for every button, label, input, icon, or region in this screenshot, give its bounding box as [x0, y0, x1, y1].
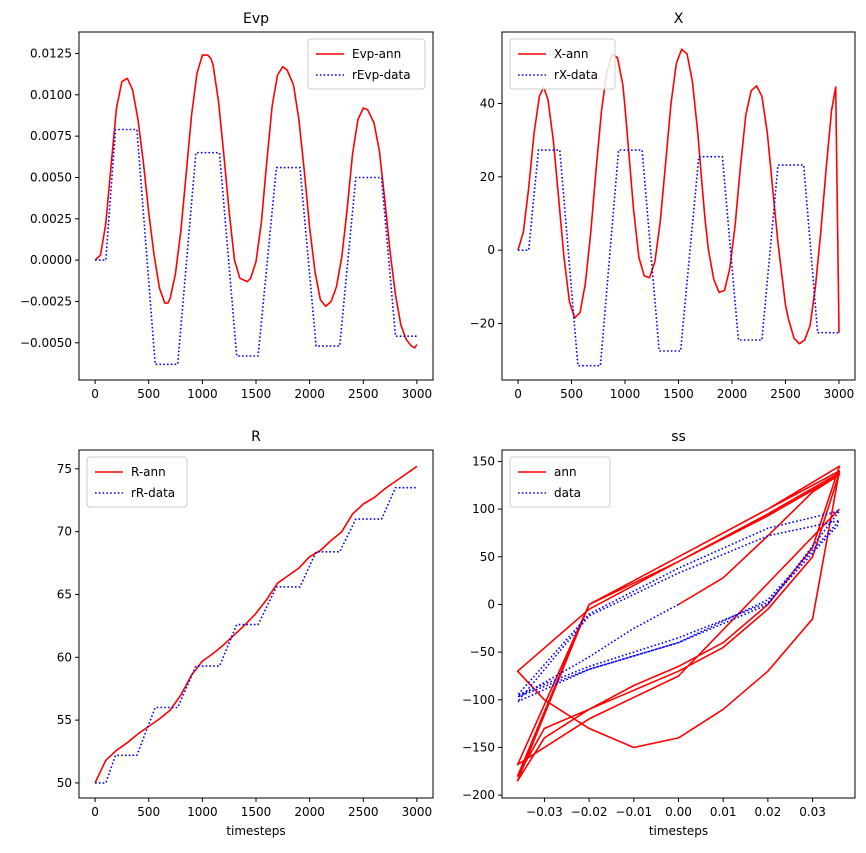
y-tick-label: −150 — [462, 740, 495, 754]
x-tick-label: 2500 — [770, 387, 801, 401]
legend-label: data — [554, 486, 581, 500]
x-tick-label: 2000 — [294, 387, 325, 401]
y-tick-label: 50 — [57, 776, 72, 790]
x-tick-label: −0.01 — [615, 805, 652, 819]
x-tick-label: 2000 — [294, 805, 325, 819]
x-tick-label: 500 — [137, 805, 160, 819]
y-tick-label: 0.0025 — [30, 212, 72, 226]
y-tick-label: 0 — [487, 597, 495, 611]
y-tick-label: 40 — [480, 97, 495, 111]
legend-label: ann — [554, 465, 577, 479]
y-tick-label: 20 — [480, 170, 495, 184]
legend-label: rR-data — [131, 486, 175, 500]
x-tick-label: 2500 — [348, 805, 379, 819]
y-tick-label: 0 — [487, 243, 495, 257]
legend-label: X-ann — [554, 47, 589, 61]
x-tick-label: 1500 — [241, 805, 272, 819]
x-tick-label: −0.02 — [571, 805, 608, 819]
series-line-rX-data — [518, 149, 839, 367]
x-tick-label: 3000 — [402, 805, 433, 819]
y-tick-label: −50 — [470, 645, 495, 659]
chart-panel-1: X 0 500 1000 1500 2000 2500 3000 −20 0 20 40 X-ann rX… — [470, 11, 856, 401]
x-tick-label: 0.02 — [755, 805, 782, 819]
y-tick-label: −0.0025 — [20, 294, 72, 308]
x-tick-label: 0 — [514, 387, 522, 401]
x-tick-label: 3000 — [402, 387, 433, 401]
legend: X-ann rX-data — [509, 38, 616, 90]
y-tick-label: −20 — [470, 317, 495, 331]
y-tick-label: 0.0000 — [30, 253, 72, 267]
legend-label: rX-data — [554, 68, 598, 82]
series-line-R-ann — [94, 465, 418, 784]
series-line-Evp-ann — [94, 54, 418, 349]
legend-label: Evp-ann — [352, 47, 401, 61]
x-tick-label: 0.01 — [710, 805, 737, 819]
chart-title: R — [251, 429, 261, 445]
y-tick-label: 70 — [57, 525, 72, 539]
chart-panel-3: ss −0.03 −0.02 −0.01 0.00 0.01 0.02 0.03 −200 −15… — [462, 429, 856, 838]
chart-title: Evp — [243, 11, 269, 27]
legend-box — [509, 38, 616, 90]
y-tick-label: −0.0050 — [20, 336, 72, 350]
x-axis-label: timesteps — [226, 824, 285, 838]
legend: ann data — [509, 456, 611, 508]
y-tick-label: 65 — [57, 587, 72, 601]
chart-panel-0: Evp 0 500 1000 1500 2000 2500 3000 −0.0050 −0.002… — [20, 11, 434, 401]
y-tick-label: 50 — [480, 550, 495, 564]
series-line-data — [516, 510, 841, 703]
chart-title: X — [674, 11, 684, 27]
legend-box — [307, 38, 426, 90]
legend-label: rEvp-data — [352, 68, 411, 82]
y-tick-label: 75 — [57, 462, 72, 476]
x-tick-label: 500 — [137, 387, 160, 401]
x-tick-label: 2000 — [717, 387, 748, 401]
legend-box — [509, 456, 611, 508]
y-tick-label: 55 — [57, 713, 72, 727]
y-tick-label: −200 — [462, 788, 495, 802]
x-tick-label: 0.00 — [665, 805, 692, 819]
y-tick-label: 60 — [57, 650, 72, 664]
x-axis-label: timesteps — [649, 824, 708, 838]
x-tick-label: 1000 — [187, 387, 218, 401]
y-tick-label: −100 — [462, 693, 495, 707]
x-tick-label: 1500 — [663, 387, 694, 401]
x-tick-label: 0 — [91, 387, 99, 401]
y-tick-label: 0.0100 — [30, 88, 72, 102]
chart-panel-2: R 0 500 1000 1500 2000 2500 3000 50 55 60 65 70 75 tim… — [57, 429, 434, 838]
x-tick-label: 500 — [560, 387, 583, 401]
x-tick-label: −0.03 — [526, 805, 563, 819]
legend: Evp-ann rEvp-data — [307, 38, 426, 90]
x-tick-label: 3000 — [824, 387, 855, 401]
y-tick-label: 150 — [472, 454, 495, 468]
y-tick-label: 0.0125 — [30, 46, 72, 60]
y-tick-label: 0.0050 — [30, 170, 72, 184]
chart-title: ss — [671, 429, 686, 445]
x-tick-label: 0 — [91, 805, 99, 819]
series-line-ann — [516, 465, 841, 782]
y-tick-label: 100 — [472, 502, 495, 516]
x-tick-label: 1500 — [241, 387, 272, 401]
legend-box — [86, 456, 188, 508]
x-tick-label: 2500 — [348, 387, 379, 401]
x-tick-label: 1000 — [187, 805, 218, 819]
series-line-rR-data — [95, 486, 417, 784]
legend: R-ann rR-data — [86, 456, 188, 508]
legend-label: R-ann — [131, 465, 166, 479]
series-line-X-ann — [517, 48, 840, 345]
y-tick-label: 0.0075 — [30, 129, 72, 143]
x-tick-label: 1000 — [610, 387, 641, 401]
x-tick-label: 0.03 — [799, 805, 826, 819]
